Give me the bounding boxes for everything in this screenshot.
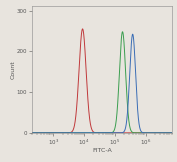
X-axis label: FITC-A: FITC-A: [92, 148, 112, 153]
Y-axis label: Count: Count: [10, 60, 15, 79]
